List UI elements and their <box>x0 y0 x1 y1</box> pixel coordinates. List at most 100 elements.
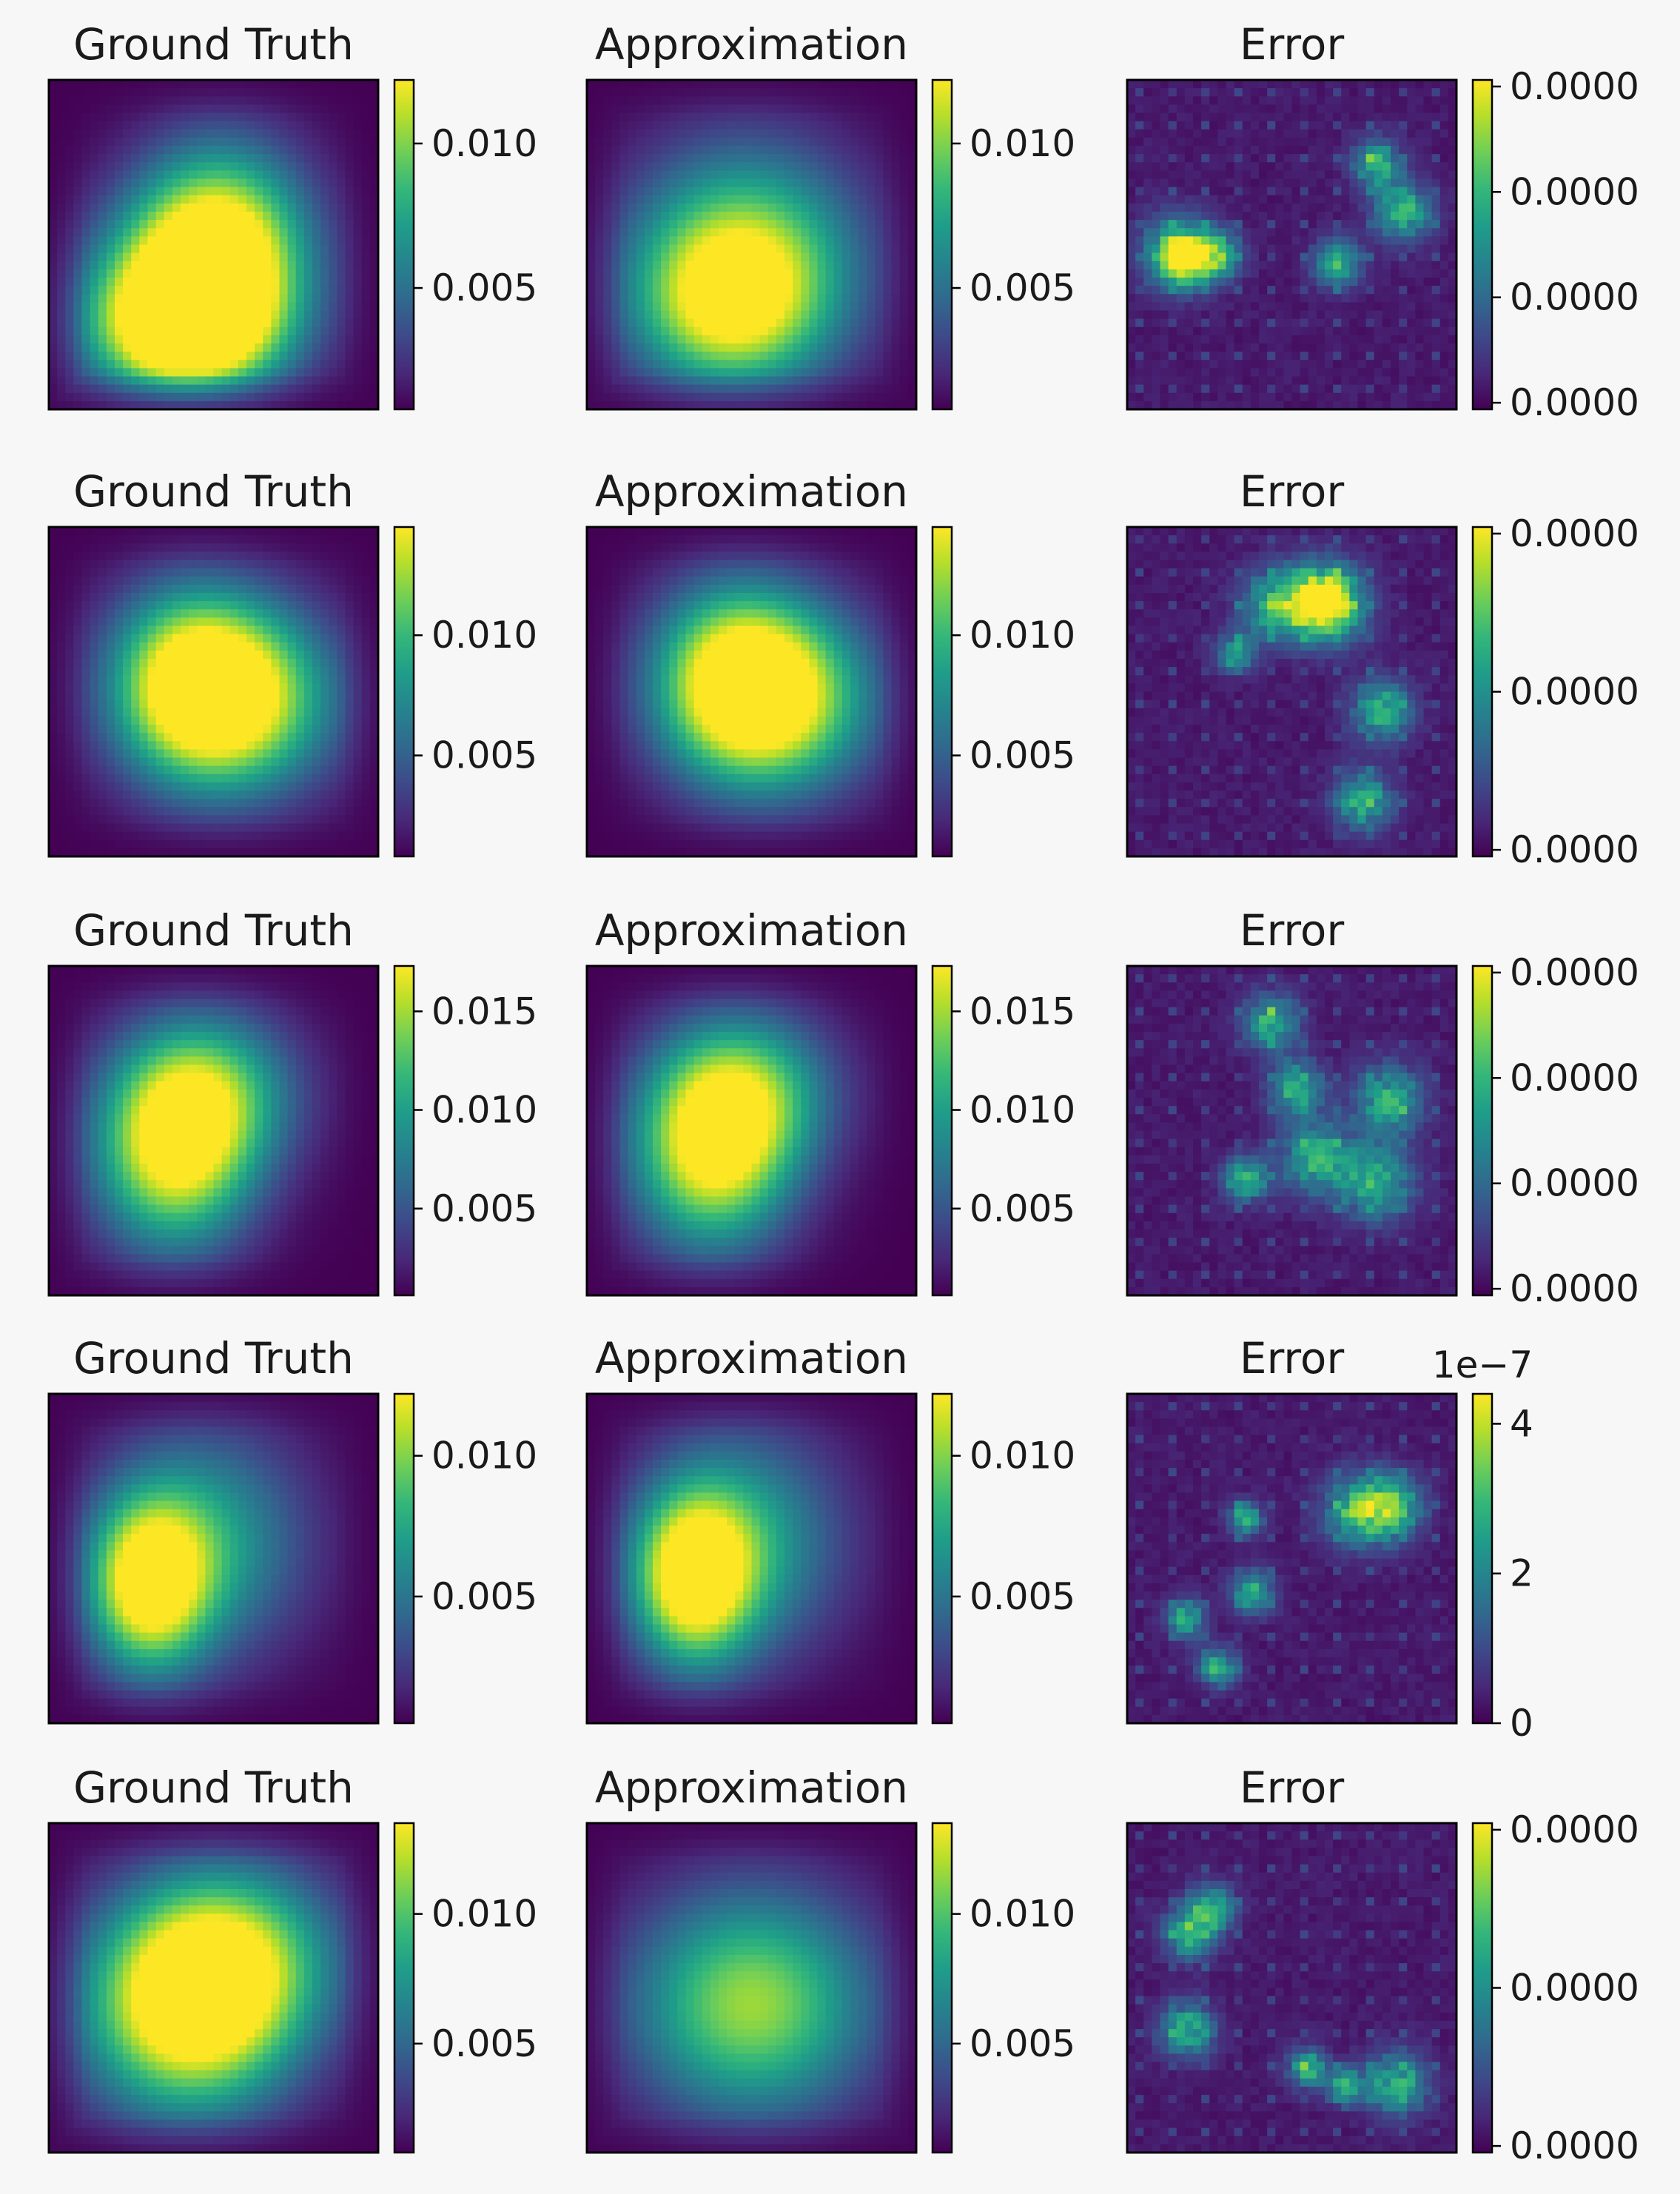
heatmap-cell <box>337 311 346 320</box>
heatmap-cell <box>743 253 752 262</box>
heatmap-cell <box>189 96 198 105</box>
heatmap-cell <box>1209 228 1218 237</box>
heatmap-cell <box>354 104 363 113</box>
heatmap-cell <box>1424 179 1433 188</box>
heatmap-cell <box>1177 286 1186 295</box>
heatmap-cell <box>867 113 876 122</box>
heatmap-cell <box>636 385 645 394</box>
heatmap-cell <box>123 327 132 336</box>
heatmap-cell <box>131 170 140 179</box>
heatmap-cell <box>164 170 173 179</box>
heatmap-cell <box>1366 385 1375 394</box>
heatmap-cell <box>1349 302 1358 311</box>
heatmap-cell <box>859 228 867 237</box>
heatmap-cell <box>875 195 884 204</box>
heatmap-cell <box>859 195 867 204</box>
heatmap-cell <box>1209 121 1218 130</box>
heatmap-cell <box>1201 253 1210 262</box>
heatmap-cell <box>197 327 206 336</box>
heatmap-cell <box>172 335 181 344</box>
heatmap-cell <box>123 104 132 113</box>
heatmap-cell <box>214 286 223 295</box>
heatmap-cell <box>354 535 363 544</box>
heatmap-cell <box>320 138 329 147</box>
heatmap-cell <box>107 236 115 245</box>
heatmap-cell <box>346 146 355 155</box>
heatmap-cell <box>776 80 785 89</box>
heatmap-cell <box>710 385 719 394</box>
heatmap-cell <box>884 360 893 369</box>
heatmap-cell <box>214 121 223 130</box>
heatmap-cell <box>694 195 703 204</box>
heatmap-cell <box>115 269 124 278</box>
heatmap-cell <box>603 385 612 394</box>
heatmap-cell <box>230 311 239 320</box>
heatmap-cell <box>1300 228 1309 237</box>
heatmap-cell <box>296 377 305 386</box>
heatmap-cell <box>172 302 181 311</box>
heatmap-cell <box>900 121 909 130</box>
heatmap-cell <box>760 261 769 270</box>
heatmap-cell <box>172 393 181 402</box>
heatmap-cell <box>1259 352 1268 360</box>
heatmap-cell <box>875 368 884 377</box>
heatmap-cell <box>1374 220 1383 229</box>
heatmap-cell <box>653 187 662 196</box>
heatmap-cell <box>1341 204 1350 212</box>
heatmap-cell <box>661 121 670 130</box>
heatmap-cell <box>1374 261 1383 270</box>
heatmap-cell <box>156 179 165 188</box>
heatmap-cell <box>49 560 58 569</box>
heatmap-cell <box>834 278 843 286</box>
heatmap-cell <box>809 236 818 245</box>
heatmap-cell <box>98 327 107 336</box>
heatmap-cell <box>875 204 884 212</box>
heatmap-cell <box>1267 236 1276 245</box>
heatmap-cell <box>131 343 140 352</box>
heatmap-cell <box>768 311 777 320</box>
heatmap-cell <box>329 527 337 536</box>
heatmap-cell <box>587 236 596 245</box>
heatmap-cell <box>850 393 859 402</box>
heatmap-cell <box>115 527 124 536</box>
heatmap-cell <box>90 319 99 328</box>
heatmap-cell <box>1300 236 1309 245</box>
heatmap-cell <box>784 393 793 402</box>
heatmap-cell <box>859 138 867 147</box>
heatmap-cell <box>73 96 82 105</box>
heatmap-cell <box>263 286 272 295</box>
heatmap-cell <box>1143 236 1152 245</box>
heatmap-cell <box>875 146 884 155</box>
heatmap-cell <box>1143 130 1152 138</box>
heatmap-cell <box>850 162 859 171</box>
heatmap-cell <box>1391 311 1400 320</box>
heatmap-cell <box>271 543 280 552</box>
heatmap-cell <box>801 352 810 360</box>
heatmap-cell <box>1407 385 1416 394</box>
heatmap-cell <box>867 212 876 221</box>
heatmap-cell <box>288 162 297 171</box>
heatmap-cell <box>156 187 165 196</box>
heatmap-cell <box>793 245 802 254</box>
heatmap-cell <box>842 311 851 320</box>
heatmap-cell <box>760 154 769 163</box>
heatmap-cell <box>246 88 255 97</box>
heatmap-cell <box>1201 302 1210 311</box>
heatmap-cell <box>653 96 662 105</box>
heatmap-cell <box>793 360 802 369</box>
heatmap-cell <box>1374 121 1383 130</box>
heatmap-cell <box>362 327 371 336</box>
heatmap-cell <box>139 130 148 138</box>
heatmap-cell <box>1407 170 1416 179</box>
heatmap-cell <box>123 311 132 320</box>
heatmap-cell <box>809 302 818 311</box>
heatmap-cell <box>784 343 793 352</box>
heatmap-cell <box>809 88 818 97</box>
heatmap-cell <box>255 377 263 386</box>
heatmap-cell <box>288 195 297 204</box>
heatmap-cell <box>255 121 263 130</box>
heatmap-cell <box>1160 187 1169 196</box>
heatmap-cell <box>73 228 82 237</box>
heatmap-cell <box>595 236 604 245</box>
heatmap-cell <box>842 278 851 286</box>
